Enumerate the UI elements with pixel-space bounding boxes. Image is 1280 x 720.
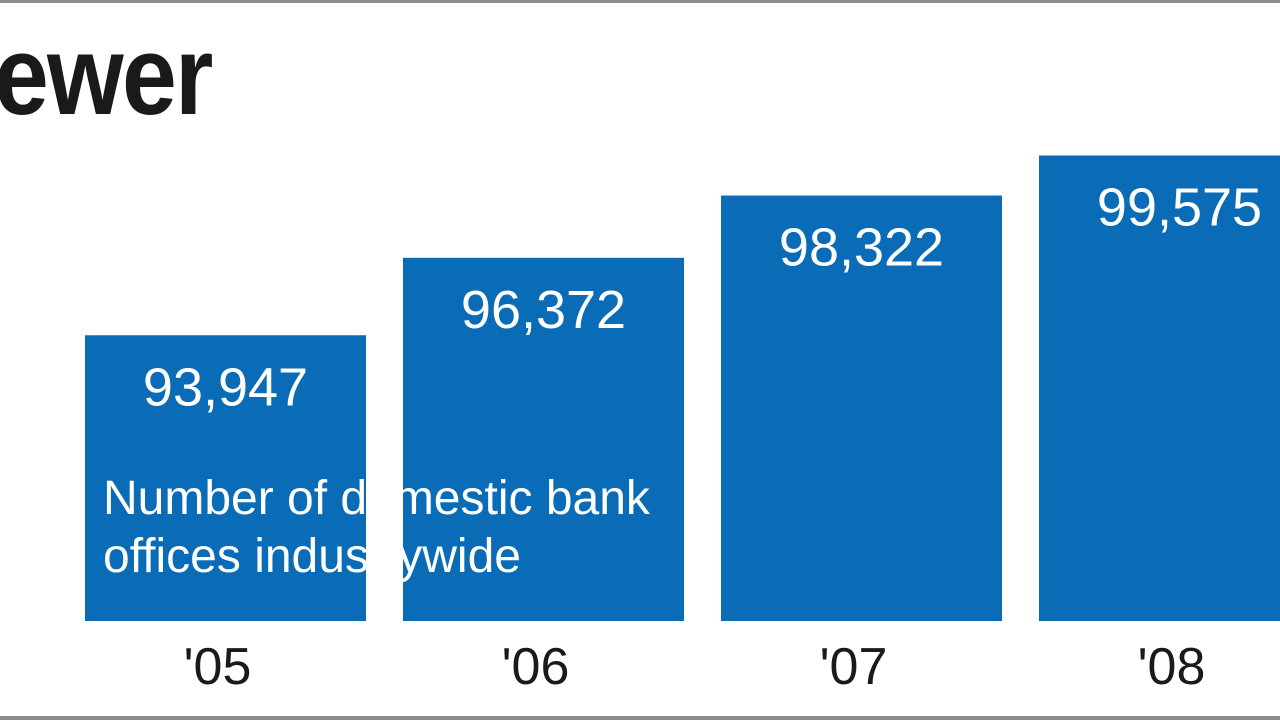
bar-1 [403,257,684,621]
description-line-2: offices industrywide [103,530,521,583]
x-tick-label-0: '05 [184,638,252,696]
chart-description: Number of domestic bank offices industry… [103,470,650,586]
bar-value-label-2: 98,322 [779,218,944,278]
bar-0 [85,335,366,621]
bar-value-label-0: 93,947 [143,357,308,417]
bar-2 [721,195,1002,621]
top-border [0,0,1280,3]
bar-3 [1039,155,1280,622]
description-line-1: Number of domestic bank [103,472,650,525]
x-tick-label-2: '07 [820,638,888,696]
x-tick-label-1: '06 [502,638,570,696]
bottom-border [0,716,1280,720]
x-tick-label-3: '08 [1138,638,1206,696]
bar-value-label-3: 99,575 [1097,178,1262,238]
chart-title: ewer [0,13,213,138]
bar-value-label-1: 96,372 [461,280,626,340]
